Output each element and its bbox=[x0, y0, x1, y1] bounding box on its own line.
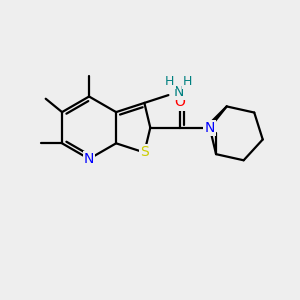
Text: H: H bbox=[165, 75, 175, 88]
Text: S: S bbox=[140, 146, 149, 160]
Text: N: N bbox=[84, 152, 94, 166]
Text: O: O bbox=[175, 95, 185, 110]
Text: H: H bbox=[183, 75, 192, 88]
Text: N: N bbox=[174, 85, 184, 98]
Text: N: N bbox=[205, 121, 215, 135]
